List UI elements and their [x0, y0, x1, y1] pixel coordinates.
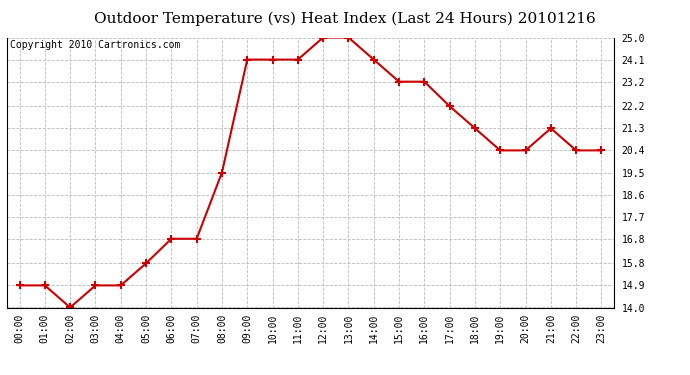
Text: Outdoor Temperature (vs) Heat Index (Last 24 Hours) 20101216: Outdoor Temperature (vs) Heat Index (Las… [94, 11, 596, 26]
Text: Copyright 2010 Cartronics.com: Copyright 2010 Cartronics.com [10, 40, 180, 50]
